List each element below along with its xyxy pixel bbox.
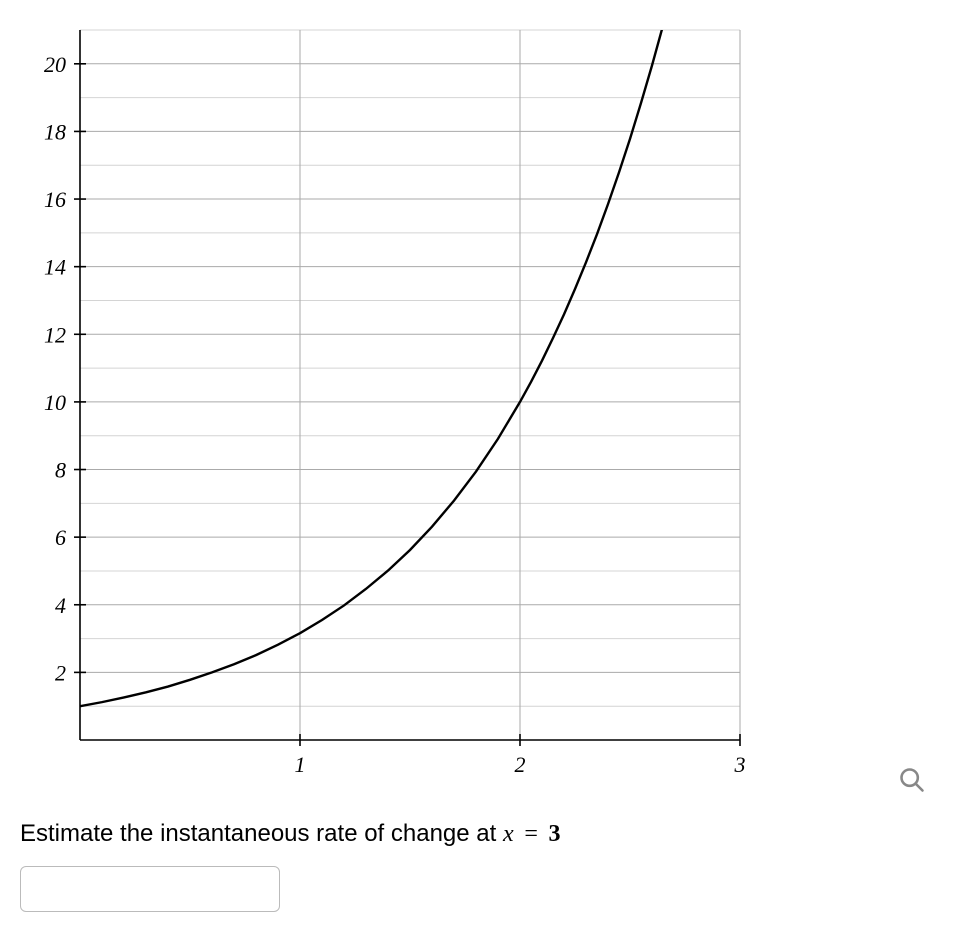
y-tick-label: 2 xyxy=(55,660,66,685)
question-text: Estimate the instantaneous rate of chang… xyxy=(20,820,947,848)
y-tick-label: 8 xyxy=(55,458,66,483)
y-tick-label: 20 xyxy=(44,52,66,77)
y-tick-label: 4 xyxy=(55,593,66,618)
x-tick-label: 3 xyxy=(734,752,746,777)
question-prefix: Estimate the instantaneous rate of chang… xyxy=(20,820,503,847)
question-value: 3 xyxy=(549,821,561,847)
answer-input[interactable] xyxy=(20,866,280,912)
chart-container: 2468101214161820123 xyxy=(20,20,940,790)
x-tick-label: 1 xyxy=(295,752,306,777)
question-var: x xyxy=(503,821,514,847)
y-tick-label: 6 xyxy=(55,525,66,550)
x-tick-label: 2 xyxy=(515,752,526,777)
curve xyxy=(80,26,663,707)
y-tick-label: 12 xyxy=(44,322,66,347)
y-tick-label: 10 xyxy=(44,390,66,415)
chart: 2468101214161820123 xyxy=(20,20,780,790)
magnifier-icon[interactable] xyxy=(898,766,926,794)
y-tick-label: 18 xyxy=(44,119,66,144)
y-tick-label: 16 xyxy=(44,187,66,212)
question-relation: = xyxy=(520,821,542,847)
y-tick-label: 14 xyxy=(44,255,66,280)
